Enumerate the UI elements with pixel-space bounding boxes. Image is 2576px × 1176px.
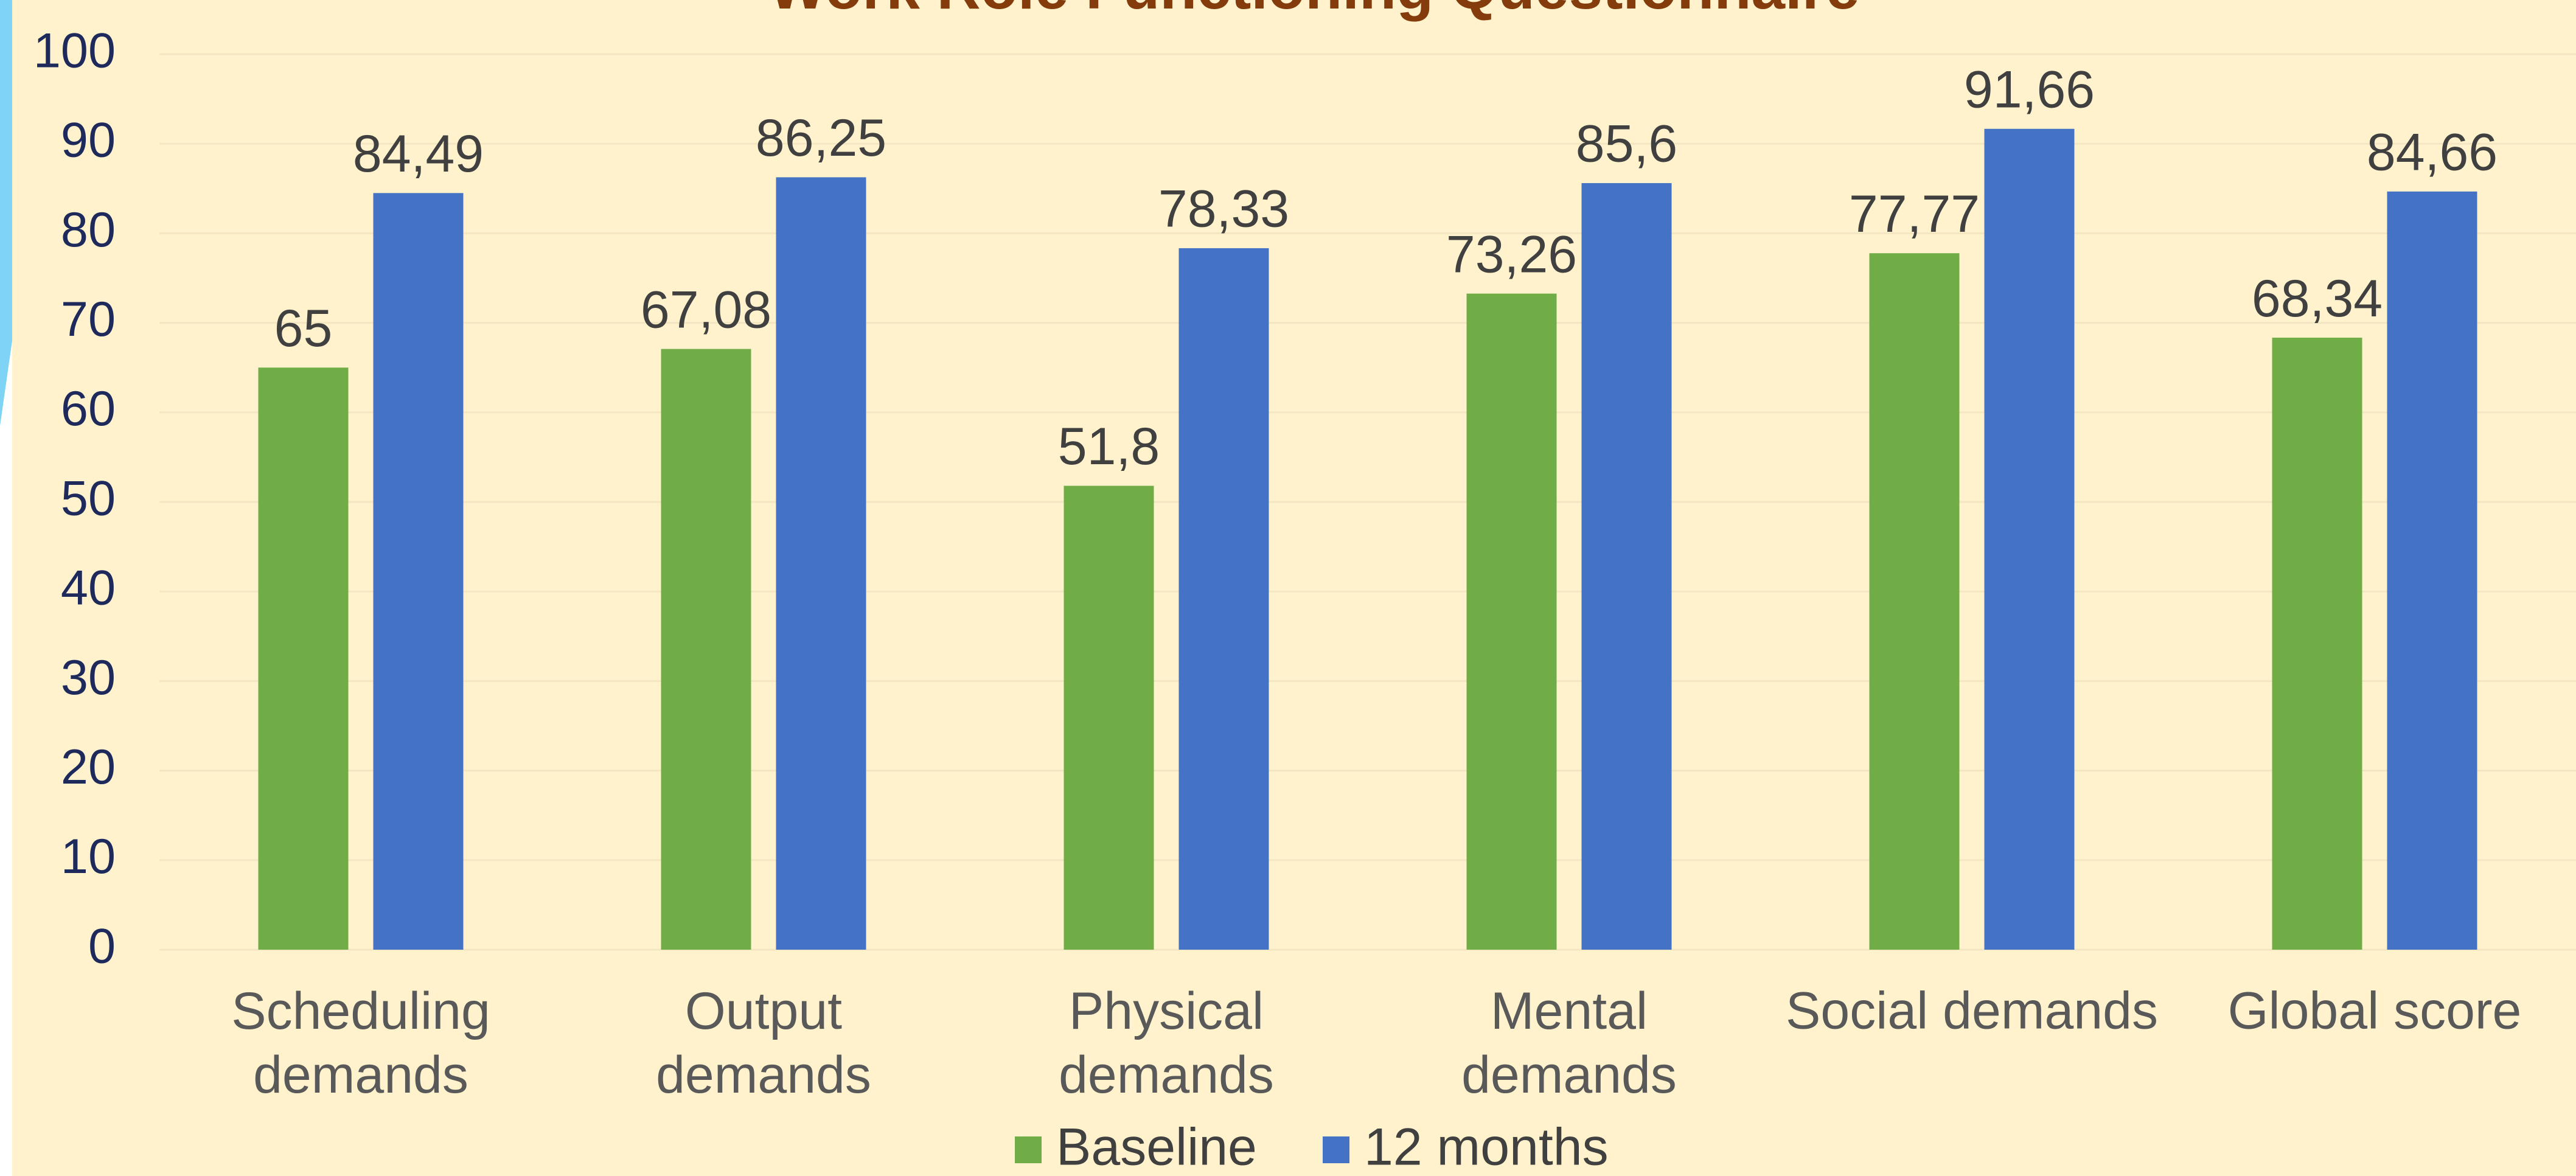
legend-label: 12 months xyxy=(1364,1118,1609,1176)
bar xyxy=(776,177,866,950)
bar xyxy=(1984,128,2075,950)
data-label: 51,8 xyxy=(1058,417,1160,476)
bar xyxy=(2387,191,2477,950)
legend-swatch xyxy=(1015,1136,1042,1163)
y-tick-label: 60 xyxy=(61,381,116,436)
y-tick-label: 0 xyxy=(88,919,116,973)
chart-title: Work Role Functioning Questionnaire xyxy=(769,0,1860,22)
y-tick-label: 20 xyxy=(61,740,116,795)
data-label: 85,6 xyxy=(1576,115,1677,173)
data-label: 77,77 xyxy=(1849,185,1980,243)
data-label: 91,66 xyxy=(1964,60,2095,119)
bar xyxy=(1581,183,1672,950)
y-tick-label: 40 xyxy=(61,561,116,616)
x-tick-label: Mental demands xyxy=(1461,982,1677,1104)
bar xyxy=(661,349,751,950)
y-tick-label: 30 xyxy=(61,650,116,705)
y-tick-label: 50 xyxy=(61,471,116,526)
data-label: 67,08 xyxy=(641,280,771,339)
side-decoration xyxy=(0,341,12,1176)
bar xyxy=(1178,248,1269,950)
bar xyxy=(258,367,349,950)
bar xyxy=(1063,485,1154,950)
x-tick-label: Scheduling demands xyxy=(231,982,490,1104)
data-label: 86,25 xyxy=(756,109,886,167)
data-label: 78,33 xyxy=(1158,180,1289,238)
x-tick-label: Social demands xyxy=(1786,982,2158,1040)
x-tick-label: Global score xyxy=(2228,982,2522,1040)
bar xyxy=(1466,293,1557,950)
bar xyxy=(2272,338,2362,950)
y-tick-label: 80 xyxy=(61,203,116,257)
y-tick-label: 70 xyxy=(61,292,116,347)
x-tick-label: Output demands xyxy=(656,982,871,1104)
y-tick-label: 90 xyxy=(61,113,116,168)
legend-swatch xyxy=(1323,1136,1349,1163)
legend-label: Baseline xyxy=(1056,1118,1257,1176)
y-tick-label: 100 xyxy=(33,23,116,78)
data-label: 68,34 xyxy=(2252,270,2383,328)
data-label: 65 xyxy=(274,299,333,358)
data-label: 73,26 xyxy=(1446,225,1577,284)
bar xyxy=(1869,253,1960,950)
data-label: 84,66 xyxy=(2367,124,2498,182)
y-tick-label: 10 xyxy=(61,829,116,884)
bar xyxy=(373,193,464,950)
data-label: 84,49 xyxy=(353,125,484,183)
x-tick-label: Physical demands xyxy=(1059,982,1274,1104)
